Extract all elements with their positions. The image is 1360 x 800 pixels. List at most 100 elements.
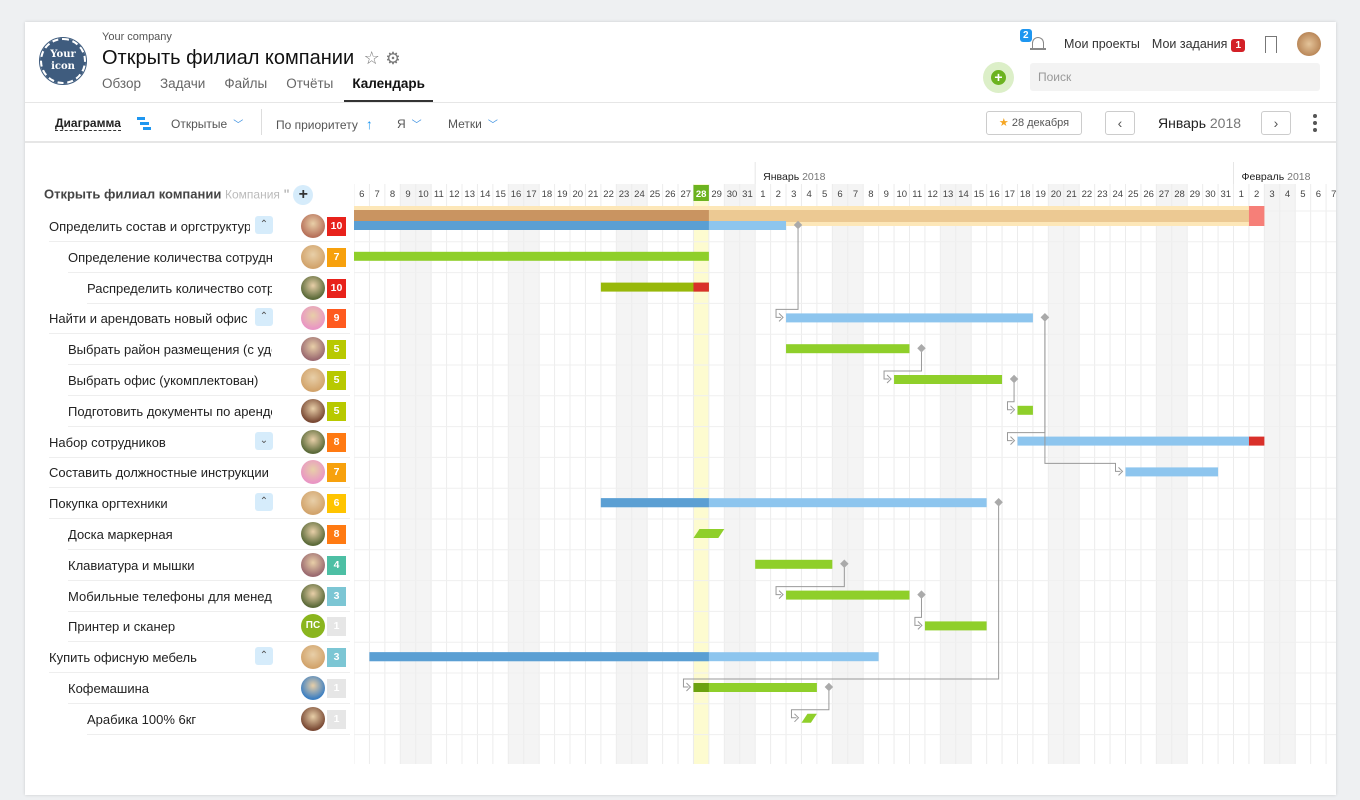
task-name[interactable]: Арабика 100% 6кг — [87, 711, 197, 727]
dependency-line — [883, 348, 922, 380]
bookmark-icon[interactable] — [1265, 35, 1277, 53]
task-row[interactable]: Принтер и сканер ПС 1 — [68, 611, 350, 643]
task-row[interactable]: Кофемашина 1 — [68, 673, 350, 704]
task-name[interactable]: Составить должностные инструкции — [49, 465, 269, 481]
task-name[interactable]: Набор сотрудников — [49, 434, 166, 450]
project-bar-progress — [354, 210, 709, 222]
assignee-avatar[interactable] — [301, 460, 325, 485]
star-icon[interactable]: ☆ — [363, 48, 380, 68]
assignee-avatar[interactable] — [301, 429, 325, 454]
user-avatar[interactable] — [1297, 32, 1321, 56]
task-row[interactable]: Доска маркерная 8 — [68, 519, 350, 550]
task-name[interactable]: Выбрать офис (укомплектован) — [68, 373, 259, 388]
project-row: Открыть филиал компании Компания " + — [44, 185, 314, 205]
assignee-avatar[interactable] — [301, 306, 325, 331]
assignee-avatar[interactable] — [301, 275, 325, 300]
task-row[interactable]: Определение количества сотрудников в отд… — [68, 242, 350, 273]
assignee-avatar[interactable] — [301, 583, 325, 608]
task-name[interactable]: Мобильные телефоны для менеджеров — [68, 588, 272, 604]
task-name[interactable]: Покупка оргтехники — [49, 496, 168, 512]
assignee-avatar[interactable] — [301, 645, 325, 670]
company-name[interactable]: Your company — [102, 31, 172, 43]
task-name[interactable]: Выбрать район размещения (с удобной тран… — [68, 342, 272, 358]
assignee-avatar[interactable]: ПС — [301, 614, 325, 639]
task-name[interactable]: Найти и арендовать новый офис — [49, 311, 248, 327]
dependency-diamond — [1009, 374, 1019, 384]
task-bar-overdue — [1248, 436, 1265, 446]
task-row[interactable]: Выбрать офис (укомплектован) 5 — [68, 365, 350, 396]
day-label: 12 — [927, 189, 938, 200]
prev-month-button[interactable]: ‹ — [1105, 111, 1135, 135]
tab-overview[interactable]: Обзор — [102, 76, 141, 91]
dependency-arrow — [778, 313, 784, 322]
bell-icon[interactable]: 2 — [1019, 29, 1046, 53]
collapse-toggle[interactable]: ⌃ — [255, 647, 273, 666]
day-label: 18 — [1020, 189, 1031, 200]
assignee-avatar[interactable] — [301, 337, 325, 362]
task-name[interactable]: Клавиатура и мышки — [68, 557, 195, 573]
view-diagram[interactable]: Диаграмма — [55, 116, 121, 131]
gear-icon[interactable]: ⚙ — [385, 49, 401, 68]
day-label: 9 — [884, 189, 889, 200]
collapse-toggle[interactable]: ⌃ — [255, 216, 273, 234]
task-row[interactable]: Покупка оргтехники ⌃ 6 — [49, 488, 350, 520]
task-row[interactable]: Найти и арендовать новый офис ⌃ 9 — [49, 303, 350, 335]
task-row[interactable]: Клавиатура и мышки 4 — [68, 550, 350, 581]
assignee-avatar[interactable] — [301, 398, 325, 423]
assignee-avatar[interactable] — [301, 706, 325, 731]
task-row[interactable]: Выбрать район размещения (с удобной тран… — [68, 334, 350, 366]
task-name[interactable]: Определение количества сотрудников в отд… — [68, 249, 272, 265]
gantt-icon[interactable] — [137, 117, 151, 131]
add-task-button[interactable]: + — [293, 185, 314, 205]
today-button[interactable]: ★ 28 декабря — [986, 111, 1082, 135]
task-row[interactable]: Мобильные телефоны для менеджеров 3 — [68, 581, 350, 612]
task-row[interactable]: Составить должностные инструкции 7 — [49, 457, 350, 489]
tab-files[interactable]: Файлы — [224, 76, 268, 91]
task-row[interactable]: Купить офисную мебель ⌃ 3 — [49, 642, 350, 674]
assignee-avatar[interactable] — [301, 552, 325, 577]
my-projects-link[interactable]: Мои проекты — [1063, 37, 1140, 51]
collapse-toggle[interactable]: ⌃ — [255, 493, 273, 512]
tab-calendar[interactable]: Календарь — [344, 76, 433, 102]
task-name[interactable]: Доска маркерная — [68, 527, 173, 542]
task-name[interactable]: Определить состав и оргструктуру филиала — [49, 219, 250, 234]
milestone-bar — [693, 529, 725, 538]
tags-filter[interactable]: Метки ﹀ — [448, 117, 498, 131]
sort-select[interactable]: По приоритету ↑ — [276, 116, 373, 132]
day-label: 30 — [727, 189, 738, 200]
tab-reports[interactable]: Отчёты — [286, 76, 334, 91]
chevron-down-icon: ﹀ — [411, 120, 422, 131]
tab-tasks[interactable]: Задачи — [160, 76, 206, 91]
more-menu-icon[interactable] — [1313, 114, 1317, 132]
task-row[interactable]: Набор сотрудников ⌄ 8 — [49, 427, 350, 458]
task-name[interactable]: Купить офисную мебель — [49, 650, 197, 666]
next-month-button[interactable]: › — [1261, 111, 1291, 135]
assignee-avatar[interactable] — [301, 522, 325, 546]
task-row[interactable]: Арабика 100% 6кг 1 — [87, 704, 350, 735]
assignee-filter[interactable]: Я ﹀ — [397, 117, 422, 131]
status-filter[interactable]: Открытые ﹀ — [171, 117, 244, 131]
day-label: 16 — [989, 189, 1000, 200]
assignee-avatar[interactable] — [301, 368, 325, 392]
weekend-column — [847, 184, 864, 764]
collapse-toggle[interactable]: ⌄ — [255, 431, 273, 450]
assignee-avatar[interactable] — [301, 214, 325, 238]
task-row[interactable]: Распределить количество сотрудников по о… — [87, 273, 350, 304]
add-button[interactable]: + — [983, 62, 1014, 93]
task-bar — [894, 375, 1003, 384]
dependency-line — [775, 225, 799, 318]
priority-badge: 6 — [327, 494, 346, 514]
assignee-avatar[interactable] — [301, 244, 325, 269]
task-name[interactable]: Кофемашина — [68, 681, 149, 696]
task-row[interactable]: Подготовить документы по аренде офиса 5 — [68, 396, 350, 427]
search-input[interactable]: Поиск — [1030, 63, 1320, 91]
task-name[interactable]: Подготовить документы по аренде офиса — [68, 403, 272, 419]
my-tasks-link[interactable]: Мои задания 1 — [1152, 37, 1245, 52]
task-row[interactable]: Определить состав и оргструктуру филиала… — [49, 211, 350, 242]
assignee-avatar[interactable] — [301, 676, 325, 700]
collapse-toggle[interactable]: ⌃ — [255, 308, 273, 327]
task-bar-progress — [369, 652, 709, 662]
assignee-avatar[interactable] — [301, 491, 325, 516]
task-name[interactable]: Распределить количество сотрудников по о… — [87, 280, 272, 296]
task-name[interactable]: Принтер и сканер — [68, 619, 176, 635]
